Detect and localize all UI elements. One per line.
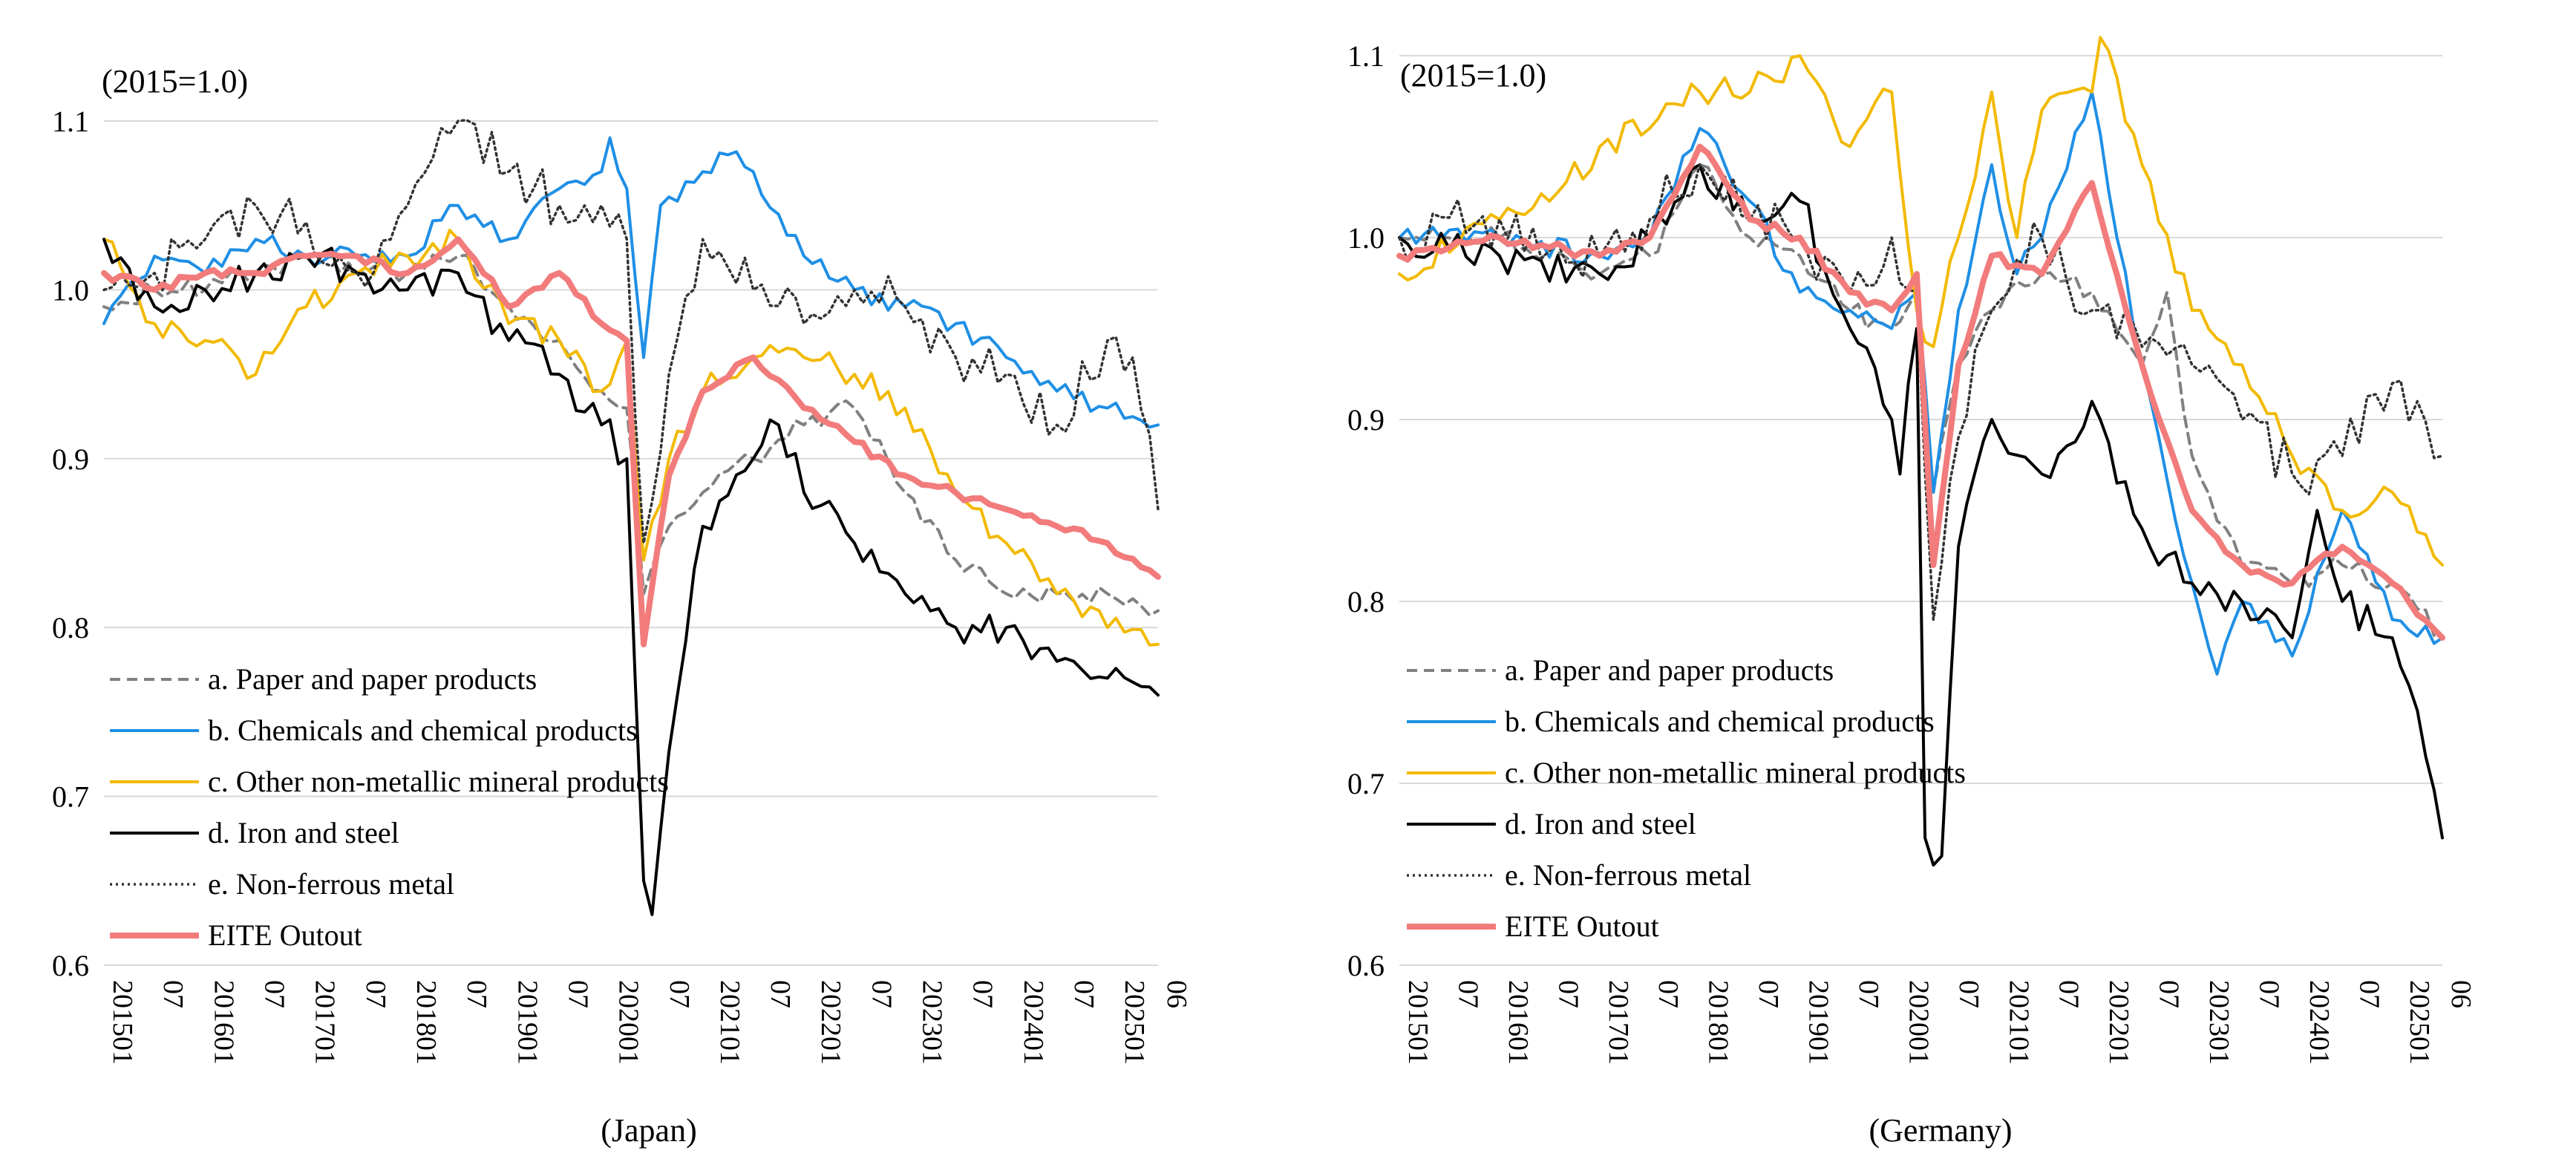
x-tick-label: 07	[765, 980, 796, 1008]
x-tick-label: 202201	[2103, 980, 2134, 1065]
legend-label: a. Paper and paper products	[1505, 653, 1834, 687]
germany-chart: 0.6 0.7 0.8 0.9 1.0 1.1 201501 07 201601 07 20170…	[1347, 36, 2477, 1149]
y-tick-label: 0.7	[52, 780, 89, 814]
japan-chart: 0.6 0.7 0.8 0.9 1.0 1.1 201501 07 201601 07 20170…	[52, 63, 1192, 1149]
x-tick-label: 201601	[208, 980, 239, 1065]
series-line	[101, 236, 1161, 647]
y-tick-label: 0.7	[1347, 767, 1385, 800]
x-tick-label: 202101	[714, 980, 745, 1065]
x-tick-label: 07	[1653, 980, 1684, 1008]
legend-label: EITE Outout	[208, 918, 362, 952]
y-tick-label: 0.6	[1347, 949, 1385, 982]
x-tick-label: 06	[1161, 980, 1192, 1008]
x-tick-label: 201601	[1503, 980, 1534, 1065]
x-tick-label: 202501	[2404, 980, 2435, 1065]
x-tick-label: 07	[1953, 980, 1984, 1008]
unit-note: (2015=1.0)	[1400, 57, 1546, 94]
x-tick-label: 201501	[107, 980, 138, 1065]
series-line	[1396, 143, 2445, 641]
y-tick-label: 0.9	[1347, 403, 1385, 437]
x-tick-label: 07	[157, 980, 189, 1008]
x-tick-label: 202401	[1018, 980, 1049, 1065]
x-tick-label: 07	[967, 980, 998, 1008]
series-line	[102, 252, 1160, 617]
x-tick-label: 07	[1452, 980, 1483, 1008]
series-line	[102, 118, 1160, 545]
x-tick-label: 202401	[2304, 980, 2335, 1065]
series-line	[1398, 163, 2444, 867]
x-tick-label: 07	[1068, 980, 1099, 1008]
y-tick-label: 0.8	[1347, 585, 1385, 618]
y-tick-label: 1.0	[1347, 221, 1385, 255]
legend-label: b. Chemicals and chemical products	[208, 714, 638, 747]
x-tick-label: 07	[461, 980, 492, 1008]
x-tick-label: 07	[2154, 980, 2185, 1008]
x-tick-label: 07	[562, 980, 593, 1008]
y-tick-label: 1.1	[52, 105, 89, 138]
y-tick-label: 1.0	[52, 273, 89, 307]
x-tick-label: 06	[2445, 980, 2477, 1008]
legend-label: b. Chemicals and chemical products	[1505, 705, 1935, 738]
x-tick-label: 202301	[917, 980, 948, 1065]
panel-caption: (Japan)	[601, 1112, 697, 1149]
y-tick-label: 0.6	[52, 949, 89, 982]
x-tick-label: 07	[2353, 980, 2384, 1008]
x-tick-label: 202201	[815, 980, 846, 1065]
x-tick-label: 202001	[1903, 980, 1934, 1065]
x-tick-label: 201701	[1603, 980, 1634, 1065]
x-tick-label: 202101	[2003, 980, 2034, 1065]
x-tick-label: 07	[664, 980, 695, 1008]
germany-chart-panel: 0.6 0.7 0.8 0.9 1.0 1.1 201501 07 201601 07 20170…	[1288, 0, 2576, 1155]
legend-label: e. Non-ferrous metal	[1505, 858, 1751, 892]
legend-label: d. Iron and steel	[208, 816, 399, 849]
legend-label: c. Other non-metallic mineral products	[208, 765, 669, 798]
x-tick-label: 07	[2253, 980, 2284, 1008]
x-tick-label: 202301	[2203, 980, 2235, 1065]
unit-note: (2015=1.0)	[102, 63, 248, 99]
legend-label: a. Paper and paper products	[208, 662, 537, 696]
x-tick-label: 07	[1753, 980, 1784, 1008]
legend-label: EITE Outout	[1505, 910, 1659, 943]
x-tick-label: 201501	[1402, 980, 1434, 1065]
legend-label: d. Iron and steel	[1505, 807, 1696, 840]
series-line	[102, 136, 1160, 429]
x-tick-label: 07	[258, 980, 290, 1008]
x-tick-label: 201801	[411, 980, 442, 1065]
japan-chart-panel: 0.6 0.7 0.8 0.9 1.0 1.1 201501 07 201601 07 20170…	[0, 0, 1288, 1155]
x-tick-label: 201701	[310, 980, 341, 1065]
x-tick-label: 201901	[511, 980, 543, 1065]
legend-label: c. Other non-metallic mineral products	[1505, 756, 1966, 789]
x-tick-label: 07	[2053, 980, 2085, 1008]
series-line	[102, 238, 1160, 916]
y-tick-label: 0.8	[52, 611, 89, 644]
legend-label: e. Non-ferrous metal	[208, 867, 454, 901]
x-tick-label: 07	[1552, 980, 1583, 1008]
x-tick-label: 07	[1853, 980, 1884, 1008]
x-tick-label: 07	[360, 980, 391, 1008]
x-tick-label: 201801	[1703, 980, 1734, 1065]
x-tick-label: 202001	[613, 980, 644, 1065]
y-tick-label: 0.9	[52, 443, 89, 476]
x-tick-label: 07	[866, 980, 897, 1008]
x-tick-label: 201901	[1803, 980, 1834, 1065]
x-tick-label: 202501	[1119, 980, 1150, 1065]
y-tick-label: 1.1	[1347, 39, 1385, 73]
panel-caption: (Germany)	[1869, 1112, 2012, 1149]
